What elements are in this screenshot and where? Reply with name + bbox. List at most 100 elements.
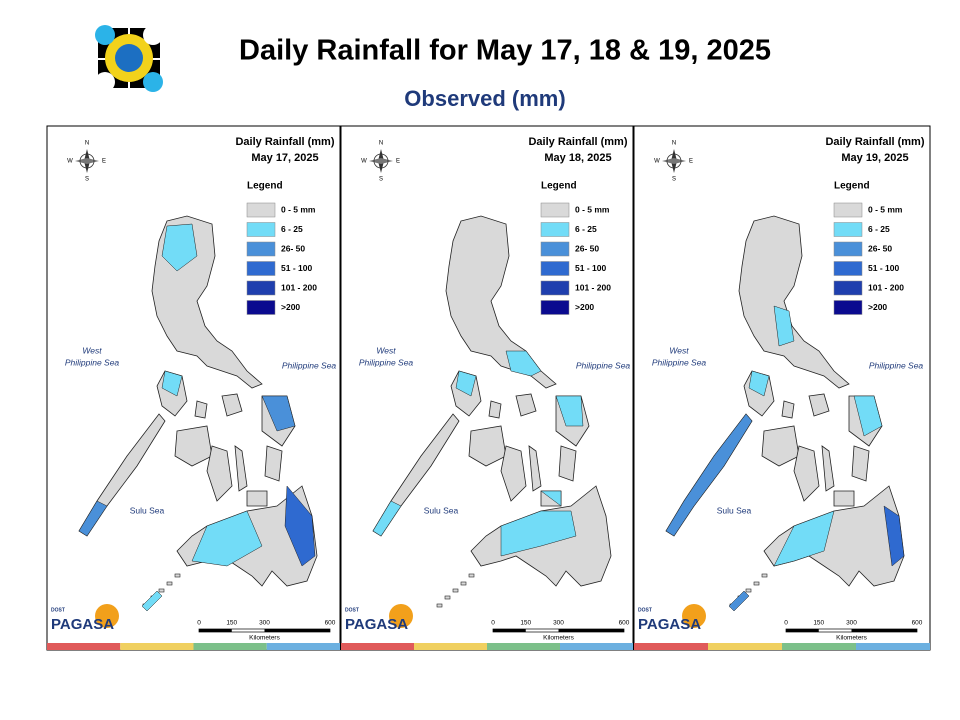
panel-strip (782, 643, 856, 650)
panel-date: May 18, 2025 (544, 152, 611, 164)
compass-w: W (67, 159, 73, 165)
sea-label: Philippine Sea (282, 360, 337, 370)
scale-tick-label: 150 (520, 620, 531, 627)
legend-label: 6 - 25 (868, 224, 890, 234)
scale-bar (558, 629, 624, 632)
panel-strip (47, 643, 121, 650)
legend-label: 26- 50 (868, 243, 892, 253)
island (488, 400, 502, 419)
island (445, 215, 557, 389)
rain-area (853, 395, 883, 437)
logo-agency: DOST (51, 607, 65, 613)
island (234, 445, 248, 492)
scale-tick-label: 600 (619, 620, 630, 627)
island (851, 445, 870, 482)
legend-swatch (833, 222, 863, 237)
page-title: Daily Rainfall for May 17, 18 & 19, 2025 (239, 35, 771, 67)
legend-label: 101 - 200 (575, 282, 611, 292)
rain-area (773, 305, 795, 347)
island (738, 215, 850, 389)
compass (369, 158, 393, 164)
rain-area (141, 590, 163, 612)
scale-bar (493, 629, 526, 632)
compass-s: S (379, 177, 383, 183)
islet (452, 588, 459, 593)
logo-agency: DOST (638, 607, 652, 613)
scale-tick-label: 600 (325, 620, 336, 627)
legend-label: 26- 50 (281, 243, 305, 253)
map-panel: Daily Rainfall (mm) May 18, 2025 Legend 0 -… (340, 125, 634, 651)
compass-e: E (689, 159, 693, 165)
legend-title: Legend (834, 181, 870, 192)
panel-strip (341, 643, 414, 650)
legend-swatch (833, 241, 863, 257)
page-subtitle: Observed (mm) (404, 86, 565, 111)
legend-swatch (246, 202, 276, 218)
scale-bar (851, 629, 917, 632)
compass-e: E (102, 159, 106, 165)
rain-area (191, 510, 263, 567)
scale-bar (264, 629, 330, 632)
rain-area (748, 370, 770, 397)
sea-label: Philippine Sea (869, 360, 924, 370)
sea-label: West (669, 345, 689, 355)
rain-area (500, 510, 577, 557)
sea-label: West (376, 345, 396, 355)
island (515, 393, 537, 417)
compass (666, 153, 682, 169)
rain-area (261, 395, 296, 432)
rain-area (505, 350, 542, 377)
island (174, 425, 213, 467)
island (206, 445, 233, 502)
legend-swatch (246, 222, 276, 237)
rain-area (555, 395, 584, 427)
map-panel: Daily Rainfall (mm) May 19, 2025 Legend 0 -… (633, 125, 931, 651)
legend-swatch (833, 300, 863, 315)
legend-label: 6 - 25 (575, 224, 597, 234)
sea-label: Sulu Sea (424, 505, 459, 515)
island (761, 425, 800, 467)
scale-tick-label: 0 (784, 620, 788, 627)
compass (373, 153, 389, 169)
panel-date: May 19, 2025 (841, 152, 908, 164)
legend-label: 6 - 25 (281, 224, 303, 234)
legend-label: 0 - 5 mm (575, 204, 610, 214)
scale-unit: Kilometers (543, 635, 574, 642)
panel-strip (487, 643, 560, 650)
logo-name: PAGASA (51, 616, 114, 633)
legend-label: 51 - 100 (868, 263, 899, 273)
islet (753, 581, 760, 586)
legend-title: Legend (541, 181, 577, 192)
compass-n: N (85, 141, 89, 147)
islet (468, 573, 475, 578)
logo-name: PAGASA (345, 616, 408, 633)
panel-strip (560, 643, 633, 650)
legend-label: >200 (868, 302, 887, 312)
compass-s: S (672, 177, 676, 183)
rain-area (665, 413, 753, 537)
scale-tick-label: 300 (553, 620, 564, 627)
legend-label: 0 - 5 mm (868, 204, 903, 214)
legend-swatch (246, 241, 276, 257)
island (763, 485, 905, 587)
legend-swatch (833, 280, 863, 296)
island (221, 393, 243, 417)
sea-label: Philippine Sea (652, 357, 707, 367)
island (793, 445, 820, 502)
scale-tick-label: 600 (912, 620, 923, 627)
rain-area (883, 505, 905, 567)
panel-strip (856, 643, 930, 650)
island (833, 490, 855, 507)
scale-tick-label: 0 (197, 620, 201, 627)
compass-w: W (654, 159, 660, 165)
legend-label: 101 - 200 (868, 282, 904, 292)
islet (436, 603, 443, 608)
island (781, 400, 795, 419)
islet (460, 581, 467, 586)
legend-swatch (246, 280, 276, 296)
island (194, 400, 208, 419)
legend-swatch (540, 202, 570, 218)
legend-label: 51 - 100 (575, 263, 606, 273)
sea-label: Philippine Sea (576, 360, 631, 370)
logo-mark (389, 604, 413, 628)
